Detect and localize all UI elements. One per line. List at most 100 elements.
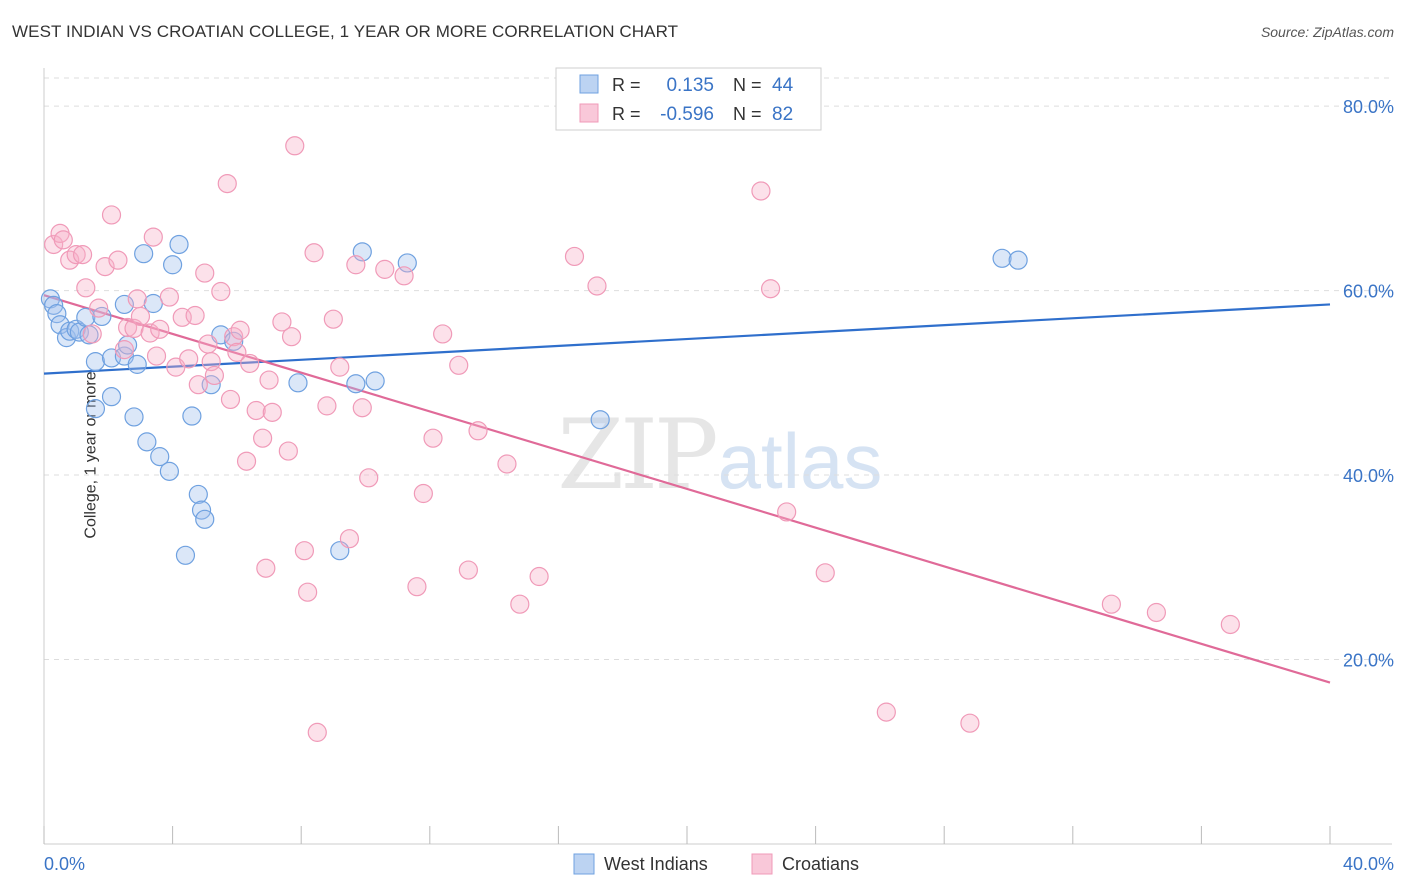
west-indians-point (182, 406, 202, 426)
stats-r-label-2: R = (612, 104, 641, 124)
croatians-point (117, 317, 138, 338)
axis-ticks: 20.0% 40.0% 60.0% 80.0% 0.0% 40.0% (44, 97, 1394, 874)
croatians-point (253, 428, 273, 448)
chart-title: WEST INDIAN VS CROATIAN COLLEGE, 1 YEAR … (12, 22, 679, 41)
croatians-point (217, 173, 237, 194)
croatians-swatch (579, 103, 599, 123)
west-indians-point (137, 432, 157, 452)
stats-legend: R = 0.135 N = 44 R = -0.596 N = 82 (555, 67, 822, 131)
croatians-point (159, 287, 179, 307)
legend-west-indians-label: West Indians (604, 854, 708, 874)
croatians-point (323, 309, 343, 329)
croatians-point (146, 346, 167, 366)
croatians-point (564, 246, 585, 267)
stats-n-label-1: N = (733, 75, 762, 95)
croatians-point (294, 541, 315, 561)
croatians-point (220, 389, 241, 410)
y-tick-label: 40.0% (1343, 466, 1394, 486)
west-indians-point (992, 248, 1012, 268)
croatians-point (89, 298, 109, 318)
croatians-point (82, 324, 102, 344)
y-tick-label: 20.0% (1343, 651, 1394, 671)
stats-n-value-1: 44 (772, 75, 794, 96)
stats-r-value-1: 0.135 (666, 75, 714, 96)
croatians-point (101, 205, 122, 225)
croatians-point (298, 582, 318, 602)
croatians-point (339, 529, 360, 549)
west-indians-point (195, 509, 215, 529)
croatians-point (751, 181, 771, 201)
croatians-point (876, 702, 896, 722)
croatians-point (375, 259, 395, 279)
source-credit: Source: ZipAtlas.com (1260, 24, 1394, 40)
croatians-point (188, 375, 208, 395)
west-indians-point (134, 244, 154, 264)
west-indians-point (590, 410, 610, 430)
croatians-point (815, 563, 835, 583)
croatians-point (272, 312, 292, 332)
croatians-point (346, 255, 366, 275)
croatians-point (449, 355, 469, 375)
west-indians-point (85, 352, 106, 372)
croatians-point (262, 402, 282, 422)
croatians-point (407, 577, 427, 597)
croatians-point (1146, 602, 1166, 623)
croatians-point (108, 250, 128, 270)
croatians-point (185, 305, 205, 326)
croatians-point (204, 365, 224, 386)
croatians-point (44, 234, 64, 255)
croatians-point (285, 136, 305, 156)
west-indians-point (127, 354, 147, 374)
croatians-point (246, 400, 266, 421)
croatians-point (960, 713, 980, 733)
west-indians-point (365, 371, 385, 391)
croatians-point (198, 334, 218, 354)
legend-croatians-label: Croatians (782, 854, 859, 874)
croatians-point (1101, 594, 1121, 614)
croatians-point (256, 558, 276, 578)
croatians-point (510, 594, 530, 614)
croatians-point (140, 323, 160, 343)
west-indians-point (159, 461, 179, 481)
west-indians-point (1008, 250, 1028, 270)
west-indians-point (101, 387, 122, 407)
croatians-point (529, 566, 549, 587)
croatians-point (127, 289, 147, 309)
west-indians-point (288, 373, 308, 393)
croatians-point (114, 340, 134, 360)
croatians-point (230, 320, 250, 340)
stats-legend-box (555, 67, 822, 131)
legend-west-indians-swatch (573, 853, 595, 875)
croatians-point (240, 353, 260, 374)
croatians-point (433, 324, 453, 344)
stats-r-value-2: -0.596 (660, 104, 714, 125)
croatians-point (236, 451, 257, 471)
croatians-point (211, 281, 231, 302)
croatians-point (259, 370, 279, 390)
croatians-point (53, 230, 73, 250)
west-indians-point (150, 447, 170, 467)
west-indians-point (85, 399, 106, 419)
legend-croatians-swatch (751, 853, 773, 875)
croatians-point (76, 278, 96, 298)
croatians-point (143, 227, 163, 247)
west-indians-point (169, 234, 189, 255)
croatians-point (130, 306, 151, 327)
croatians-point (317, 396, 337, 416)
croatians-point (72, 245, 93, 265)
west-indians-point (47, 304, 67, 324)
croatians-point (304, 243, 324, 263)
croatians-point (150, 319, 170, 339)
west-indians-point (175, 545, 196, 565)
y-tick-label: 60.0% (1343, 282, 1394, 302)
croatians-point (66, 245, 86, 265)
croatians-point (330, 357, 350, 377)
series-legend: West Indians Croatians (573, 853, 859, 875)
croatians-point (179, 349, 199, 369)
stats-n-value-2: 82 (772, 104, 793, 125)
croatians-point (227, 342, 247, 362)
croatians-point (413, 483, 433, 504)
axes (43, 68, 1392, 845)
west-indians-point (124, 407, 144, 427)
